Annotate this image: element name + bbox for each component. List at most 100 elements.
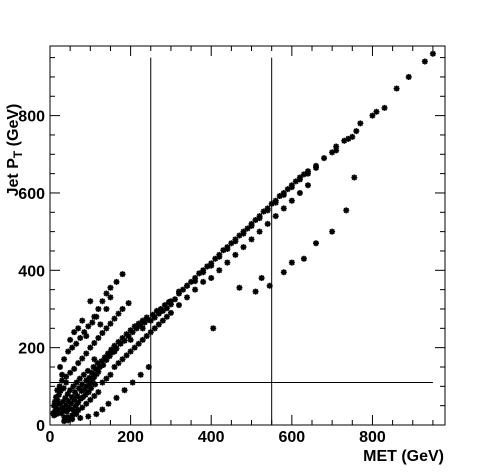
data-point xyxy=(333,143,340,150)
data-point xyxy=(260,208,267,215)
x-axis-title: MET (GeV) xyxy=(363,448,444,465)
data-point xyxy=(137,322,144,329)
x-tick-label: 0 xyxy=(46,429,55,446)
data-point xyxy=(81,329,88,336)
data-point xyxy=(147,329,154,336)
data-point xyxy=(77,334,84,341)
plot-border xyxy=(49,45,446,426)
y-axis-title: Jet PT (GeV) xyxy=(5,104,25,197)
data-point xyxy=(83,333,90,340)
data-point xyxy=(73,340,80,347)
data-point xyxy=(58,410,65,417)
y-tick-label: 600 xyxy=(18,186,45,203)
data-point xyxy=(85,323,92,330)
data-point xyxy=(84,383,91,390)
data-point xyxy=(145,363,152,370)
data-point xyxy=(236,284,243,291)
data-point xyxy=(51,398,58,405)
data-point xyxy=(141,319,148,326)
data-point xyxy=(240,244,247,251)
data-point xyxy=(59,377,66,384)
data-point xyxy=(113,345,120,352)
data-point xyxy=(103,375,110,382)
data-point xyxy=(85,389,92,396)
data-point xyxy=(188,278,195,285)
data-point xyxy=(256,215,263,222)
data-point xyxy=(79,381,86,388)
axis-ticks xyxy=(49,46,445,426)
data-point xyxy=(151,314,158,321)
data-point xyxy=(71,396,78,403)
data-point xyxy=(349,133,356,140)
data-point xyxy=(99,298,106,305)
data-point xyxy=(75,325,82,332)
data-point xyxy=(139,336,146,343)
data-point xyxy=(71,389,78,396)
data-point xyxy=(93,313,100,320)
data-point xyxy=(131,344,138,351)
data-point xyxy=(127,348,134,355)
data-point xyxy=(167,309,174,316)
data-point xyxy=(288,259,295,266)
data-point xyxy=(63,373,70,380)
data-point xyxy=(192,278,199,285)
x-tick-label: 600 xyxy=(278,429,305,446)
data-point xyxy=(123,352,130,359)
x-tick-label: 200 xyxy=(117,429,144,446)
data-point xyxy=(147,317,154,324)
data-point xyxy=(121,387,128,394)
data-point xyxy=(85,413,92,420)
tick-labels: 0 200 400 600 800 0 200 400 600 800 xyxy=(18,109,386,446)
data-point xyxy=(67,387,74,394)
data-point xyxy=(91,340,98,347)
y-tick-label: 200 xyxy=(18,341,45,358)
data-point xyxy=(105,400,112,407)
data-point xyxy=(75,399,82,406)
data-point xyxy=(75,407,82,414)
data-point xyxy=(53,394,60,401)
data-point xyxy=(163,305,170,312)
data-point xyxy=(66,405,73,412)
data-point xyxy=(256,228,263,235)
data-point xyxy=(240,230,247,237)
x-tick-label: 400 xyxy=(198,429,225,446)
data-point xyxy=(155,309,162,316)
data-point xyxy=(97,321,104,328)
data-point xyxy=(151,325,158,332)
data-point xyxy=(421,58,428,65)
data-point xyxy=(296,189,303,196)
data-point xyxy=(72,402,79,409)
data-point xyxy=(103,357,110,364)
y-tick-label: 400 xyxy=(18,263,45,280)
data-point xyxy=(224,259,231,266)
y-tick-label: 0 xyxy=(36,418,45,435)
data-point xyxy=(341,137,348,144)
data-point xyxy=(252,288,259,295)
data-point xyxy=(92,365,99,372)
data-point xyxy=(139,325,146,332)
data-point xyxy=(171,296,178,303)
data-point xyxy=(62,394,69,401)
data-point xyxy=(79,317,86,324)
data-point xyxy=(244,225,251,232)
data-point xyxy=(429,50,436,57)
data-point xyxy=(57,387,64,394)
data-point xyxy=(232,238,239,245)
data-point xyxy=(80,394,87,401)
data-point xyxy=(83,377,90,384)
y-tick-label: 800 xyxy=(18,109,45,126)
data-point xyxy=(55,391,62,398)
data-point xyxy=(280,269,287,276)
data-point xyxy=(86,374,93,381)
data-point xyxy=(63,402,70,409)
data-point xyxy=(83,400,90,407)
data-point xyxy=(54,387,61,394)
data-point xyxy=(100,362,107,369)
data-point xyxy=(61,414,68,421)
data-point xyxy=(127,336,134,343)
data-point xyxy=(75,360,82,367)
data-point xyxy=(81,386,88,393)
data-point xyxy=(208,275,215,282)
data-point xyxy=(333,147,340,154)
data-point xyxy=(192,275,199,282)
